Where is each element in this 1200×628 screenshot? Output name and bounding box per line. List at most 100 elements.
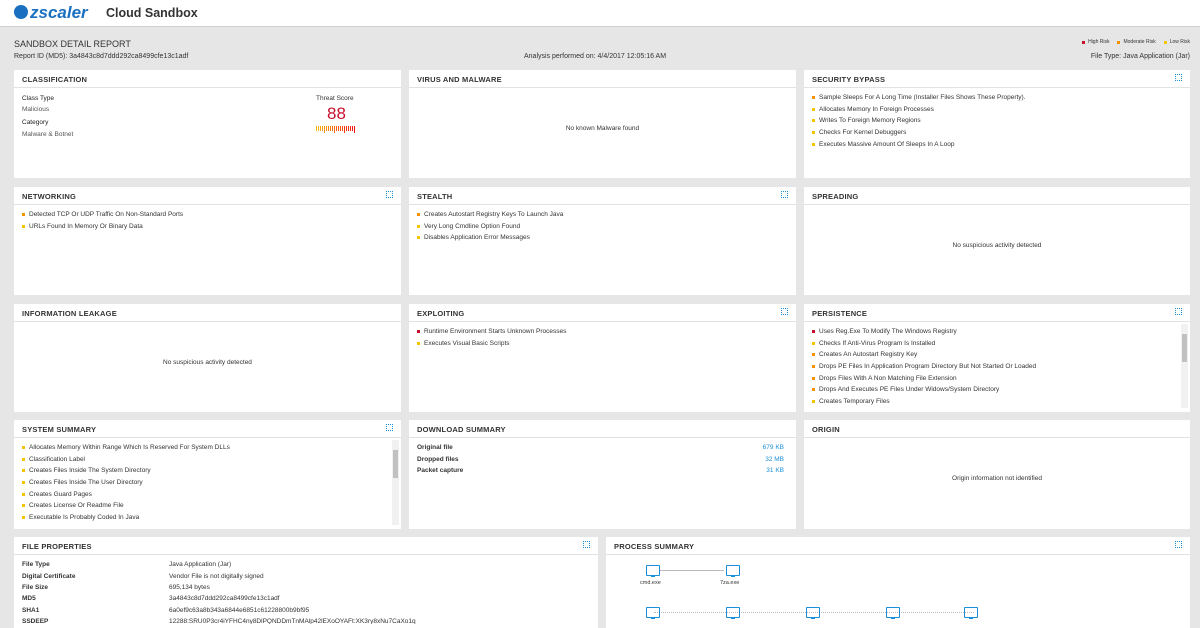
risk-bullet [812,341,815,345]
risk-bullet [22,515,25,519]
expand-button[interactable] [1175,308,1182,315]
divider [804,87,1190,88]
panel: PROCESS SUMMARY cmd.exe 7za.exe [606,537,1190,628]
risk-bullet [812,131,815,135]
item-text: Detected TCP Or UDP Traffic On Non-Stand… [29,211,184,219]
property-value: Java Application (Jar) [169,561,232,569]
process-icon[interactable] [806,607,820,619]
property-row: SSDEEP 12288:SRU0P3cr4iYFHC4ny8DlPQNDDmTn… [22,616,586,624]
meter-tick [318,126,319,131]
list-item: Allocates Memory Within Range Which Is R… [22,442,389,454]
class-type-label: Class Type [22,95,55,102]
divider [804,321,1190,322]
expand-button[interactable] [1175,74,1182,81]
message: No suspicious activity detected [163,358,252,366]
panel-body: Allocates Memory Within Range Which Is R… [22,442,389,525]
panel-body: Origin information not identified [804,442,1190,525]
property-value: Vendor File is not digitally signed [169,572,264,580]
panel: DOWNLOAD SUMMARY Original file 679 KB Dropp… [409,420,796,529]
item-text: Disables Application Error Messages [424,234,530,242]
panel-body: Runtime Environment Starts Unknown Proce… [417,326,784,408]
risk-bullet [22,504,25,508]
message: No suspicious activity detected [952,241,1042,249]
risk-bullet [812,388,815,392]
item-text: Creates Guard Pages [29,490,92,498]
scroll-thumb[interactable] [393,450,398,478]
expand-button[interactable] [781,191,788,198]
item-text: Drops And Executes PE Files Under Widows… [819,386,1000,394]
property-row: Packet capture 31 KB [417,465,784,476]
risk-bullet [812,119,815,123]
expand-button[interactable] [781,308,788,315]
risk-bullet [22,224,25,228]
panel-body: Creates Autostart Registry Keys To Launc… [417,209,784,291]
legend-item: Moderate Risk [1117,39,1156,45]
property-key: SSDEEP [22,618,49,624]
process-icon[interactable] [646,607,660,619]
divider [409,437,796,438]
panel-body: Class Type Malicious Category Malware & Bot… [22,92,389,174]
property-key: Dropped files [417,455,459,463]
legend-label: Moderate Risk [1123,39,1156,45]
scrollbar[interactable] [392,440,399,525]
panel-title: INFORMATION LEAKAGE [22,309,117,318]
process-name: 7za.exe [720,580,740,586]
property-row: Original file 679 KB [417,442,784,453]
expand-button[interactable] [1175,541,1182,548]
list-item: Writes To Foreign Memory Regions [812,115,1178,127]
meter-tick [334,126,335,133]
legend: High Risk Moderate Risk Low Risk [1082,39,1190,45]
panel-body: Sample Sleeps For A Long Time (Installer… [812,92,1178,174]
item-text: Executes Massive Amount Of Sleeps In A L… [819,140,955,148]
risk-bullet [812,142,815,146]
meter-tick [316,126,317,131]
list-item: Checks For Kernel Debuggers [812,127,1178,139]
expand-button[interactable] [386,424,393,431]
icon-stand [969,617,973,619]
item-text: Classification Label [29,455,86,463]
item-text: Allocates Memory Within Range Which Is R… [29,444,230,452]
icon-stand [731,575,735,577]
list-item: Allocates Memory In Foreign Processes [812,104,1178,116]
process-icon[interactable] [726,607,740,619]
meter-tick [332,126,333,131]
process-icon[interactable] [726,565,740,577]
property-value: 679 KB [762,444,784,452]
logo[interactable]: zscaler [30,3,88,22]
process-icon[interactable] [964,607,978,619]
score-label: Threat Score [316,95,354,102]
expand-button[interactable] [583,541,590,548]
divider [14,204,401,205]
property-key: File Size [22,583,49,591]
list-item: Checks If Anti-Virus Program Is Installe… [812,338,1178,350]
risk-bullet [417,330,420,334]
meter-tick [322,126,323,131]
list-item: Classification Label [22,454,389,466]
process-icon[interactable] [886,607,900,619]
panel: FILE PROPERTIES File Type Java Application… [14,537,598,628]
property-key: SHA1 [22,606,40,614]
item-text: Creates Autostart Registry Keys To Launc… [424,211,564,219]
property-row: Dropped files 32 MB [417,453,784,464]
expand-button[interactable] [386,191,393,198]
meter-tick [326,126,327,131]
meter-tick [342,126,343,131]
item-text: Drops PE Files In Application Program Di… [819,363,1037,371]
scrollbar[interactable] [1181,324,1188,408]
scroll-thumb[interactable] [1182,334,1187,362]
item-text: Creates Files Inside The User Directory [29,479,143,487]
risk-bullet [417,236,420,240]
list-item: Creates License Or Readme File [22,500,389,512]
report-title: SANDBOX DETAIL REPORT [14,39,131,49]
panel-body: File Type Java Application (Jar) Digital C… [22,559,586,624]
process-icon[interactable] [646,565,660,577]
risk-bullet [812,353,815,357]
property-key: Packet capture [417,466,464,474]
item-text: Runtime Environment Starts Unknown Proce… [424,328,567,336]
meter-tick [352,126,353,131]
connector [654,612,974,613]
panel-title: PERSISTENCE [812,309,868,318]
legend-swatch [1163,40,1167,44]
property-row: Digital Certificate Vendor File is not di… [22,570,586,581]
